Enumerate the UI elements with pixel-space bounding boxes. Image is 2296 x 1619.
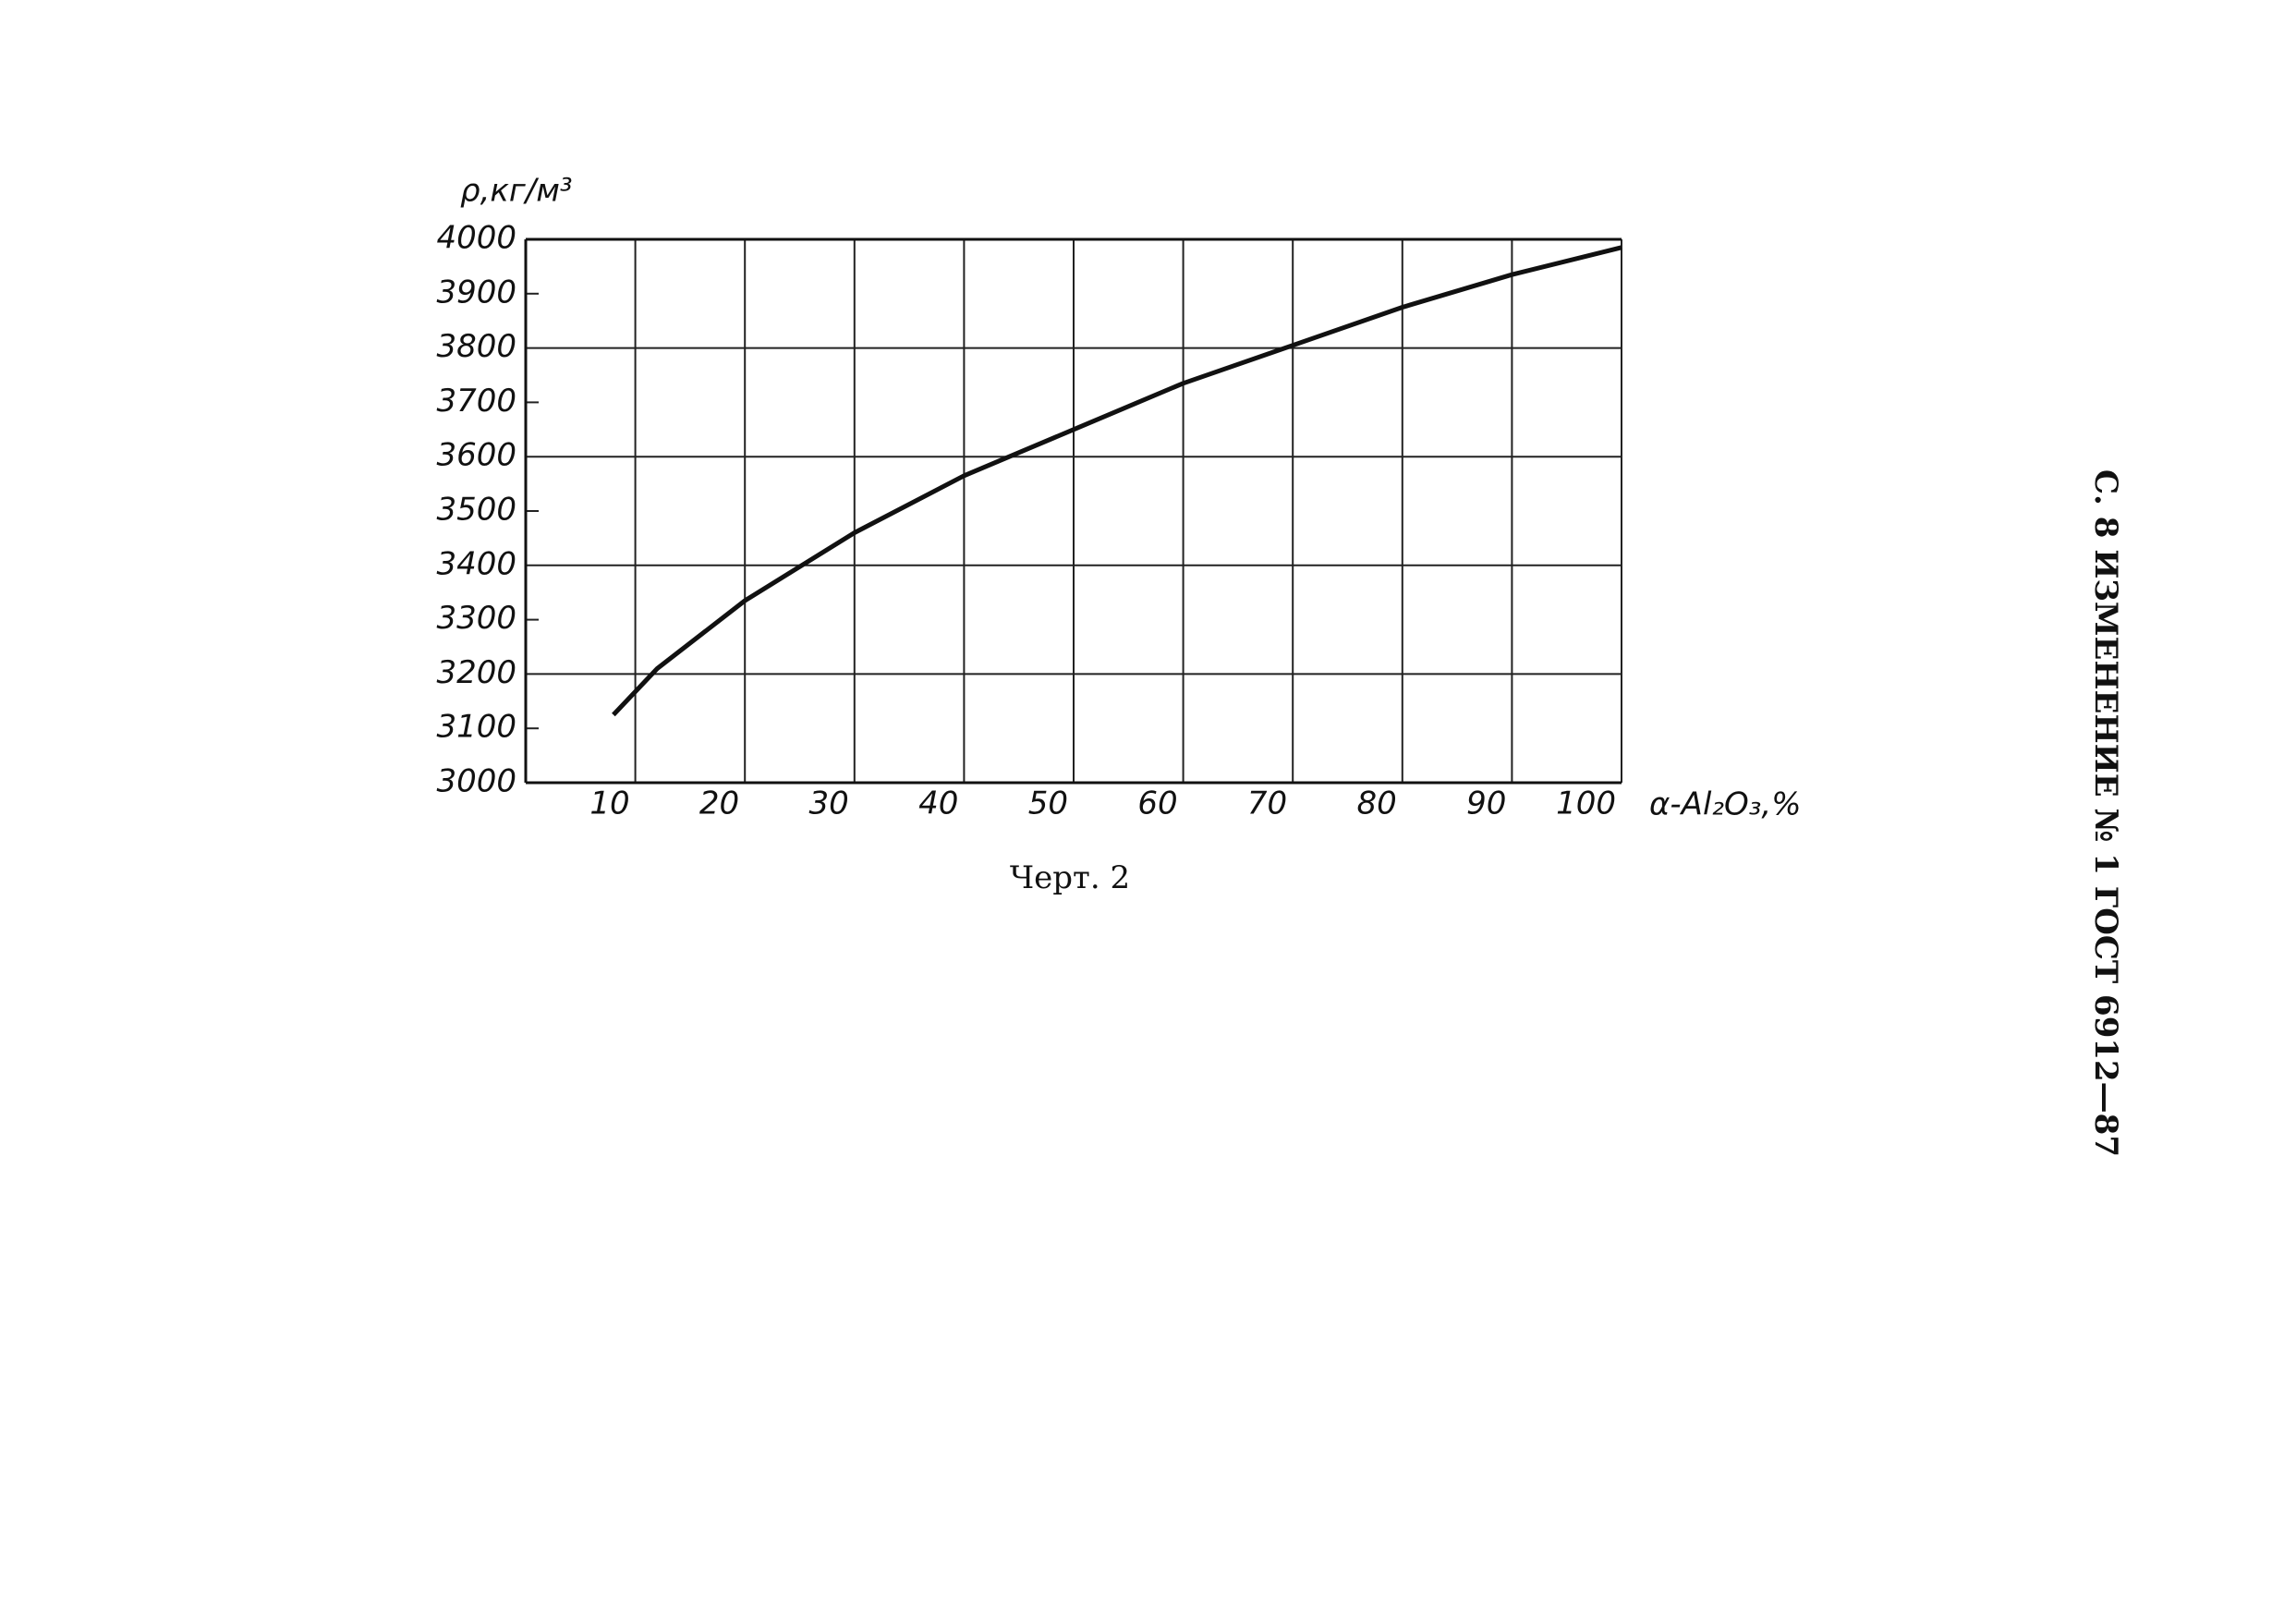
x-tick-label: 50: [1028, 785, 1068, 822]
x-tick-label: 80: [1357, 785, 1397, 822]
x-tick-label: 70: [1247, 785, 1287, 822]
x-tick-label: 100: [1556, 785, 1616, 822]
y-tick-label: 3600: [436, 437, 516, 474]
x-tick-label: 20: [699, 785, 739, 822]
y-tick-label: 3800: [436, 328, 516, 365]
y-tick-label: 3700: [436, 383, 516, 420]
y-tick-label: 3400: [436, 545, 516, 582]
x-tick-label: 10: [589, 785, 629, 822]
y-axis-label: ρ,кг/м³: [460, 173, 573, 210]
x-tick-label: 60: [1137, 785, 1177, 822]
y-tick-label: 3500: [436, 492, 516, 529]
x-tick-label: 90: [1466, 785, 1506, 822]
x-tick-label: 30: [809, 785, 849, 822]
y-tick-label: 3900: [436, 274, 516, 310]
page-header: С. 8 ИЗМЕНЕНИЕ № 1 ГОСТ 6912—87: [2087, 469, 2124, 1157]
data-line: [612, 245, 1622, 717]
y-tick-label: 3200: [436, 654, 516, 691]
x-tick-label: 40: [918, 785, 958, 822]
y-tick-label: 3000: [436, 763, 516, 800]
y-tick-label: 3100: [436, 709, 516, 746]
caption: Черт. 2: [1010, 859, 1130, 896]
y-tick-label: 3300: [436, 600, 516, 637]
x-axis-label: α-Al₂O₃,%: [1649, 786, 1802, 823]
y-tick-label: 4000: [436, 220, 516, 257]
